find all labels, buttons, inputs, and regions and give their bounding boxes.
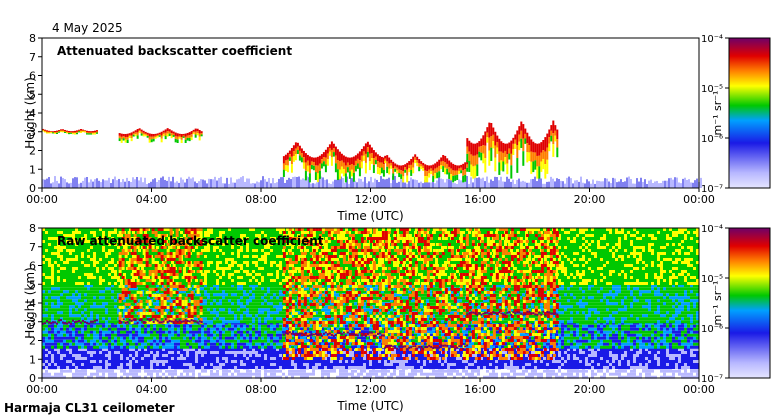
- x-tick-label: 20:00: [574, 383, 606, 396]
- x-tick-label: 04:00: [136, 193, 168, 206]
- y-tick-label: 0: [29, 372, 36, 385]
- x-tick-label: 08:00: [245, 193, 277, 206]
- colorbar-tick-label: 10⁻⁵: [701, 274, 723, 285]
- colorbar-tick-label: 10⁻⁴: [701, 224, 723, 235]
- y-axis-label: Height (km): [23, 267, 37, 338]
- cloud-layer-2: [118, 128, 203, 143]
- x-tick-label: 00:00: [683, 383, 715, 396]
- colorbar-label: m⁻¹ sr⁻¹: [711, 91, 724, 136]
- x-tick-label: 00:00: [26, 383, 58, 396]
- colorbar-tick-label: 10⁻⁵: [701, 84, 723, 95]
- x-tick-label: 16:00: [464, 383, 496, 396]
- panel-1: Attenuated backscatter coefficient 0 1 2 3 4 5…: [23, 32, 771, 223]
- y-tick-label: 5: [29, 88, 36, 101]
- y-tick-label: 7: [29, 241, 36, 254]
- y-tick-label: 4: [29, 297, 36, 310]
- instrument-label: Harmaja CL31 ceilometer: [4, 401, 175, 415]
- cloud-layer-1: [42, 128, 98, 135]
- y-axis-label: Height (km): [23, 77, 37, 148]
- x-axis-label: Time (UTC): [336, 399, 403, 413]
- colorbar-tick-label: 10⁻⁷: [701, 374, 723, 385]
- backscatter-field: [42, 120, 702, 188]
- panel-title: Raw attenuated backscatter coefficient: [57, 234, 324, 248]
- y-tick-label: 3: [29, 316, 36, 329]
- colorbar: 10⁻⁷ 10⁻⁶ 10⁻⁵ 10⁻⁴ m⁻¹ sr⁻¹: [701, 34, 771, 195]
- y-tick-label: 6: [29, 260, 36, 273]
- x-tick-label: 04:00: [136, 383, 168, 396]
- x-axis-label: Time (UTC): [336, 209, 403, 223]
- y-tick-label: 2: [29, 335, 36, 348]
- panel-2: Raw attenuated backscatter coefficient 0 1…: [23, 222, 771, 413]
- x-tick-label: 00:00: [26, 193, 58, 206]
- colorbar-label: m⁻¹ sr⁻¹: [711, 281, 724, 326]
- y-tick-label: 0: [29, 182, 36, 195]
- x-tick-label: 12:00: [355, 193, 387, 206]
- date-label: 4 May 2025: [52, 21, 123, 35]
- y-tick-label: 7: [29, 51, 36, 64]
- colorbar-tick-label: 10⁻⁶: [701, 134, 723, 145]
- y-tick-label: 3: [29, 126, 36, 139]
- cloud-layer-5: [466, 120, 559, 179]
- y-tick-label: 8: [29, 222, 36, 235]
- cloud-layer-4: [384, 154, 469, 183]
- y-tick-label: 6: [29, 70, 36, 83]
- cloud-layer-3: [282, 141, 385, 183]
- backscatter-field: [42, 228, 699, 379]
- x-tick-label: 12:00: [355, 383, 387, 396]
- y-tick-label: 1: [29, 163, 36, 176]
- colorbar-tick-label: 10⁻⁷: [701, 184, 723, 195]
- x-tick-label: 20:00: [574, 193, 606, 206]
- y-tick-label: 2: [29, 145, 36, 158]
- x-tick-label: 16:00: [464, 193, 496, 206]
- panel-title: Attenuated backscatter coefficient: [57, 44, 292, 58]
- y-tick-label: 1: [29, 353, 36, 366]
- y-tick-label: 8: [29, 32, 36, 45]
- colorbar: 10⁻⁷ 10⁻⁶ 10⁻⁵ 10⁻⁴ m⁻¹ sr⁻¹: [701, 224, 771, 385]
- x-tick-label: 08:00: [245, 383, 277, 396]
- y-tick-label: 4: [29, 107, 36, 120]
- x-tick-label: 00:00: [683, 193, 715, 206]
- colorbar-tick-label: 10⁻⁶: [701, 324, 723, 335]
- y-tick-label: 5: [29, 278, 36, 291]
- colorbar-tick-label: 10⁻⁴: [701, 34, 723, 45]
